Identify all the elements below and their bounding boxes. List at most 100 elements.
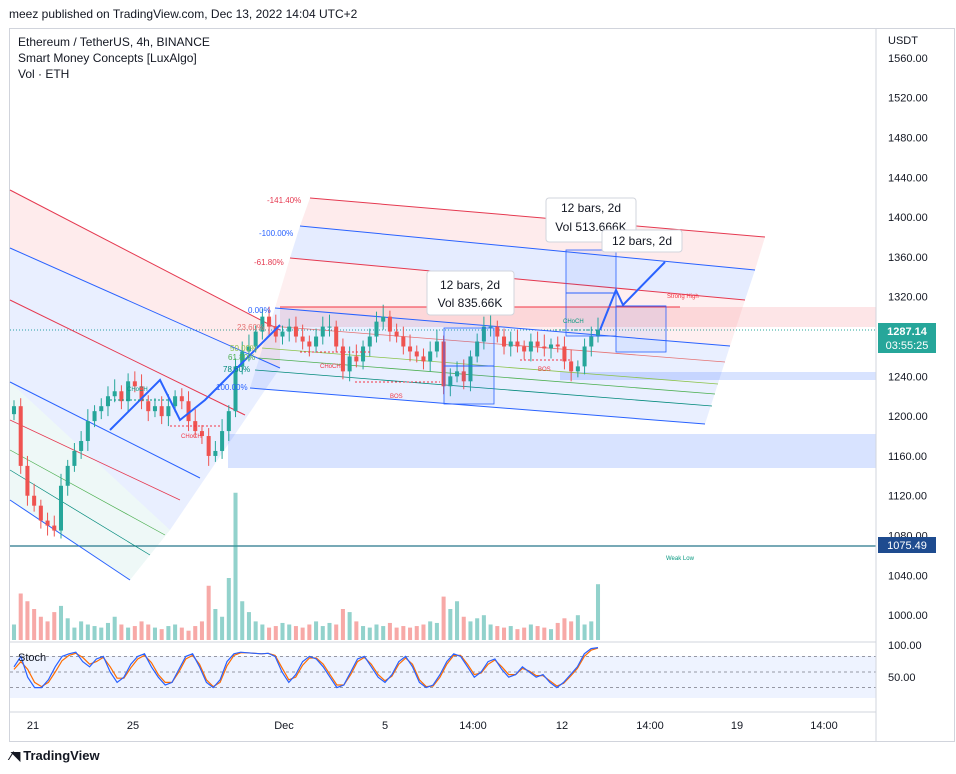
fib-label-618: 61.80% xyxy=(228,353,255,362)
candle-body xyxy=(555,344,560,347)
volume-bar xyxy=(132,626,137,640)
volume-bar xyxy=(502,627,507,640)
candle-body xyxy=(126,381,131,402)
time-tick: 14:00 xyxy=(810,720,838,732)
candle-body xyxy=(548,344,554,349)
volume-bar xyxy=(260,624,265,640)
candle-body xyxy=(233,366,238,412)
stoch-band xyxy=(10,656,876,698)
volume-bar xyxy=(206,585,211,640)
volume-bar xyxy=(58,605,64,640)
volume-bar xyxy=(38,616,43,640)
volume-bar xyxy=(575,615,580,640)
legend-symbol[interactable]: Ethereum / TetherUS, 4h, BINANCE xyxy=(18,35,210,49)
fib-label-m618: -61.80% xyxy=(254,258,284,267)
volume-bar xyxy=(92,626,97,640)
candle-body xyxy=(280,331,285,337)
smc-choch-1: CHoCH xyxy=(127,387,148,393)
fib-label-100: 100.00% xyxy=(216,383,248,392)
smc-bos-1: BOS xyxy=(390,394,403,400)
candle-body xyxy=(327,326,332,328)
volume-bar xyxy=(159,629,164,640)
candle-body xyxy=(502,336,507,347)
volume-bar xyxy=(421,624,426,640)
fib-label-m100: -100.00% xyxy=(259,229,293,238)
time-tick: 21 xyxy=(27,720,39,732)
stoch-label: Stoch xyxy=(18,652,46,664)
price-tick: 1000.00 xyxy=(888,610,928,622)
legend-volume[interactable]: Vol · ETH xyxy=(18,67,70,81)
chart-legend: Ethereum / TetherUS, 4h, BINANCE Smart M… xyxy=(18,34,210,82)
candle-body xyxy=(119,391,124,402)
volume-bar xyxy=(32,609,37,640)
volume-bar xyxy=(105,622,110,640)
price-tick: 1160.00 xyxy=(888,451,927,463)
candle-body xyxy=(99,406,104,412)
volume-bar xyxy=(434,622,439,640)
candle-body xyxy=(421,356,426,362)
candle-body xyxy=(401,336,406,347)
candle-body xyxy=(146,401,151,412)
smc-bos-2: BOS xyxy=(538,367,551,373)
measure-2-bars: 12 bars, 2d xyxy=(561,201,621,215)
stoch-layer xyxy=(10,647,876,698)
measure-box-3[interactable]: 12 bars, 2d xyxy=(601,229,683,253)
swing-path xyxy=(109,324,281,431)
candle-body xyxy=(260,316,265,332)
candle-body xyxy=(535,341,540,347)
legend-indicator[interactable]: Smart Money Concepts [LuxAlgo] xyxy=(18,51,197,65)
candle-body xyxy=(562,346,567,362)
volume-bar xyxy=(387,622,392,640)
candle-body xyxy=(434,341,439,352)
candle-body xyxy=(314,336,319,347)
candle-body xyxy=(173,396,178,407)
volume-bar xyxy=(340,609,345,640)
projection-path xyxy=(599,261,666,331)
tradingview-logo-icon: ⁄◥ xyxy=(10,748,20,763)
price-tick: 1480.00 xyxy=(888,133,928,145)
tradingview-brand[interactable]: ⁄◥ TradingView xyxy=(10,748,100,763)
channel-left-mid xyxy=(10,248,280,530)
candle-body xyxy=(38,505,43,521)
volume-bar xyxy=(401,626,406,640)
channel-left-line xyxy=(9,189,281,331)
candle-body xyxy=(307,341,312,347)
volume-bar xyxy=(139,621,144,640)
volume-bar xyxy=(488,624,493,640)
volume-bar xyxy=(441,596,446,640)
fib-line xyxy=(289,257,746,301)
candle-body xyxy=(240,351,245,367)
channel-left-low xyxy=(10,382,170,580)
price-tick: 1120.00 xyxy=(888,491,927,503)
volume-bar xyxy=(65,618,70,640)
candle-body xyxy=(522,346,527,352)
volume-bar xyxy=(361,626,366,640)
volume-layer xyxy=(11,492,601,640)
candle-body xyxy=(589,336,594,347)
annotations-layer xyxy=(109,249,680,431)
volume-bar xyxy=(179,627,184,640)
candle-body xyxy=(206,436,211,456)
time-tick: 19 xyxy=(731,720,743,732)
chart-frame xyxy=(9,28,955,742)
volume-bar xyxy=(522,627,527,640)
fib-line xyxy=(269,325,726,363)
time-tick: 12 xyxy=(556,720,568,732)
stoch-k-line xyxy=(13,647,599,689)
fib-zone-mid xyxy=(290,226,755,300)
volume-bar xyxy=(293,626,298,640)
volume-bar xyxy=(11,624,17,640)
fib-label-50: 50.00% xyxy=(230,344,257,353)
volume-bar xyxy=(569,621,574,640)
measure-box-1[interactable]: 12 bars, 2d Vol 835.66K xyxy=(426,270,515,316)
volume-bar xyxy=(166,626,171,640)
volume-bar xyxy=(307,624,312,640)
time-tick: 5 xyxy=(382,720,388,732)
candle-body xyxy=(428,351,433,362)
volume-bar xyxy=(18,593,23,640)
measure-range-3 xyxy=(615,305,667,353)
candle-body xyxy=(18,406,23,466)
candle-body xyxy=(287,326,292,332)
volume-bar xyxy=(555,622,560,640)
